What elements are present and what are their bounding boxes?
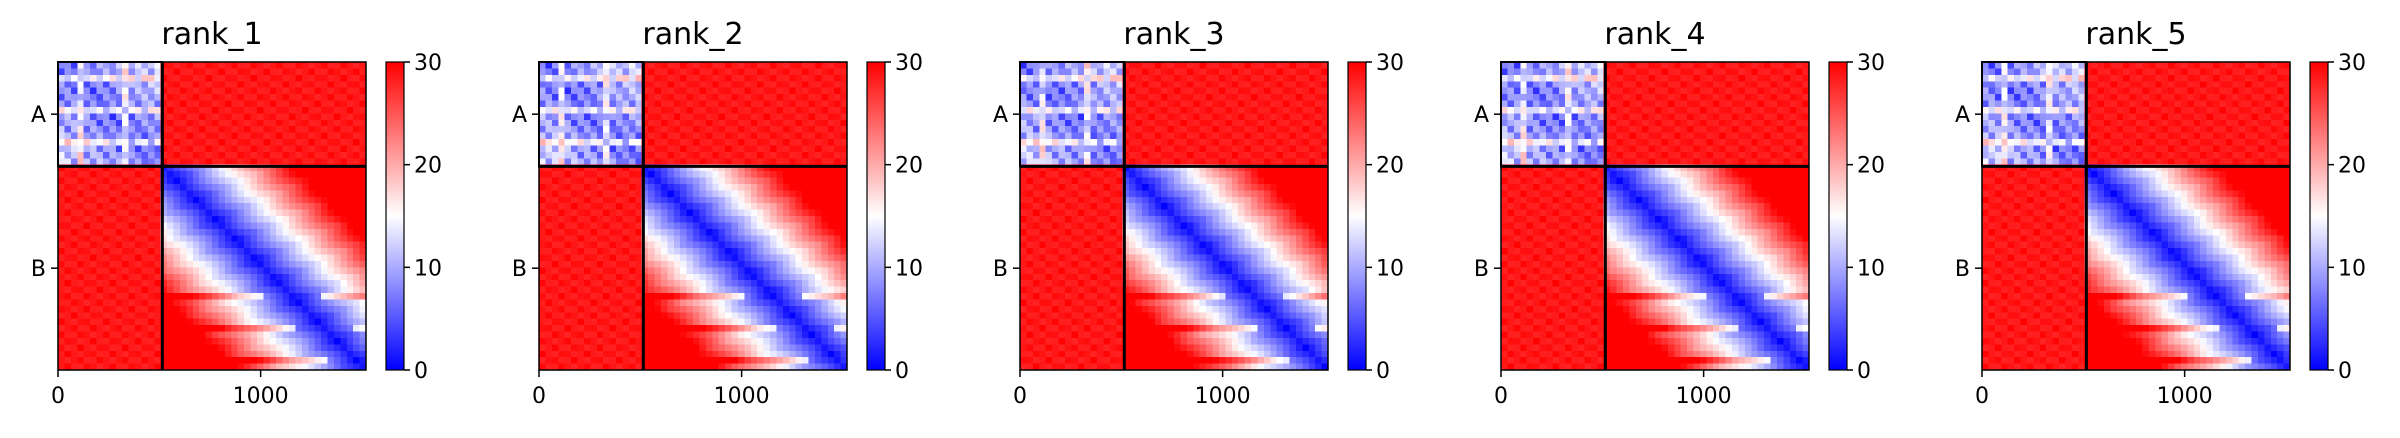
- heatmap-cells: [1982, 62, 2291, 371]
- heatmap-cells: [1501, 62, 1810, 371]
- heatmap-cells: [539, 62, 848, 371]
- x-tick-label: 0: [532, 384, 546, 409]
- colorbar-tick-label: 10: [1376, 256, 1404, 281]
- heatmap-panel-2: rank_2 0 1000 A B 0 10 20 30: [512, 17, 923, 409]
- y-tick-label: B: [1955, 257, 1970, 282]
- colorbar-tick-label: 20: [1857, 154, 1885, 179]
- chart-title: rank_5: [2085, 17, 2186, 52]
- heatmap-panel-4: rank_4 0 1000 A B 0 10 20 30: [1474, 17, 1885, 409]
- axes-frame: [538, 61, 848, 371]
- chart-title: rank_2: [642, 17, 743, 52]
- colorbar: [867, 62, 885, 370]
- colorbar-tick-label: 10: [414, 256, 442, 281]
- colorbar-tick-label: 30: [2338, 51, 2366, 76]
- y-tick-label: B: [1474, 257, 1489, 282]
- x-tick-label: 1000: [233, 384, 289, 409]
- x-tick-label: 0: [1494, 384, 1508, 409]
- colorbar-tick-label: 0: [895, 359, 909, 384]
- axes-frame: [1019, 61, 1329, 371]
- axes-frame: [57, 61, 367, 371]
- chart-title: rank_1: [161, 17, 262, 52]
- y-tick-label: A: [1955, 103, 1970, 128]
- colorbar-tick-label: 10: [895, 256, 923, 281]
- x-tick-label: 0: [1975, 384, 1989, 409]
- colorbar-tick-label: 20: [2338, 154, 2366, 179]
- x-tick-label: 1000: [1676, 384, 1732, 409]
- colorbar-tick-label: 0: [1376, 359, 1390, 384]
- colorbar-tick-label: 10: [2338, 256, 2366, 281]
- colorbar-tick-label: 10: [1857, 256, 1885, 281]
- y-tick-label: A: [512, 103, 527, 128]
- heatmap-panel-5: rank_5 0 1000 A B 0 10 20 30: [1955, 17, 2366, 409]
- chart-title: rank_3: [1123, 17, 1224, 52]
- colorbar-frame: [1347, 61, 1367, 371]
- colorbar-tick-label: 30: [1376, 51, 1404, 76]
- colorbar-tick-label: 20: [1376, 154, 1404, 179]
- y-tick-label: B: [512, 257, 527, 282]
- axes-frame: [1981, 61, 2291, 371]
- colorbar-frame: [1828, 61, 1848, 371]
- x-tick-label: 1000: [2157, 384, 2213, 409]
- colorbar-frame: [2309, 61, 2329, 371]
- colorbar-frame: [385, 61, 405, 371]
- colorbar-frame: [866, 61, 886, 371]
- colorbar-tick-label: 0: [2338, 359, 2352, 384]
- colorbar: [386, 62, 404, 370]
- heatmap-cells: [1020, 62, 1329, 371]
- y-tick-label: A: [993, 103, 1008, 128]
- y-tick-label: A: [31, 103, 46, 128]
- colorbar: [1348, 62, 1366, 370]
- heatmap-panel-1: rank_1 0 1000 A B 0 10 20 30: [31, 17, 442, 409]
- colorbar-tick-label: 0: [414, 359, 428, 384]
- heatmap-cells: [58, 62, 367, 371]
- x-tick-label: 0: [1013, 384, 1027, 409]
- colorbar-tick-label: 0: [1857, 359, 1871, 384]
- colorbar-tick-label: 20: [414, 154, 442, 179]
- y-tick-label: A: [1474, 103, 1489, 128]
- x-tick-label: 0: [51, 384, 65, 409]
- colorbar-tick-label: 30: [895, 51, 923, 76]
- y-tick-label: B: [993, 257, 1008, 282]
- x-tick-label: 1000: [1195, 384, 1251, 409]
- chart-title: rank_4: [1604, 17, 1705, 52]
- colorbar-tick-label: 30: [1857, 51, 1885, 76]
- axes-frame: [1500, 61, 1810, 371]
- x-tick-label: 1000: [714, 384, 770, 409]
- y-tick-label: B: [31, 257, 46, 282]
- colorbar-tick-label: 20: [895, 154, 923, 179]
- colorbar: [2310, 62, 2328, 370]
- colorbar-tick-label: 30: [414, 51, 442, 76]
- colorbar: [1829, 62, 1847, 370]
- heatmap-panel-3: rank_3 0 1000 A B 0 10 20 30: [993, 17, 1404, 409]
